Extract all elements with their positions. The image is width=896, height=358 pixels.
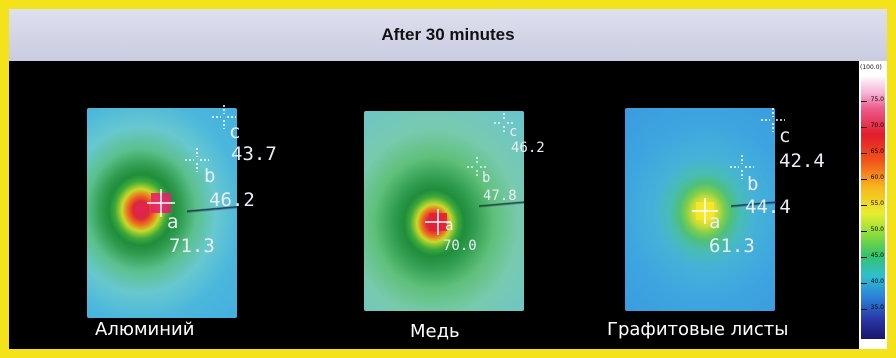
marker-a-label: a	[167, 211, 179, 233]
scale-tick-label: 50.0	[870, 226, 884, 233]
reading-b-aluminium: 46.2	[209, 189, 255, 211]
temperature-gradient: 75.0 70.0 65.0 60.0 55.0 50.0 45.0 40.0 …	[861, 77, 885, 339]
reading-c-graphite: 42.4	[779, 150, 825, 172]
marker-a-label: a	[445, 218, 454, 234]
crosshair-c-copper	[494, 113, 514, 133]
reading-c-aluminium: 43.7	[231, 143, 277, 165]
scale-tick	[861, 101, 867, 102]
temperature-scale: (100.0) 75.0 70.0 65.0 60.0 55.0 50.0 45…	[859, 61, 887, 349]
scale-tick	[861, 153, 867, 154]
reading-a-aluminium: 71.3	[169, 235, 215, 257]
scale-tick	[861, 283, 867, 284]
panel-label-copper: Медь	[410, 321, 460, 342]
reading-c-copper: 46.2	[511, 140, 545, 156]
crosshair-b-aluminium	[185, 148, 209, 172]
marker-b-label: b	[482, 170, 491, 186]
reading-b-copper: 47.8	[483, 188, 517, 204]
reading-b-graphite: 44.4	[745, 196, 791, 218]
scale-min-label: (-20.0)	[860, 340, 881, 347]
scale-tick-label: 70.0	[870, 122, 884, 129]
crosshair-c-graphite	[761, 108, 785, 132]
thermal-image-area: a 71.3 b 46.2 c 43.7 Алюминий a 70.0	[9, 61, 855, 349]
marker-c-label: c	[779, 125, 791, 147]
scale-tick-label: 65.0	[870, 148, 884, 155]
scale-tick	[861, 205, 867, 206]
reading-a-graphite: 61.3	[709, 235, 755, 257]
thermal-figure: After 30 minutes a 71.3 b 46.2 c 43.7	[9, 9, 887, 349]
crack-aluminium	[187, 201, 237, 219]
reading-a-copper: 70.0	[443, 238, 477, 254]
title-bar: After 30 minutes	[9, 9, 887, 61]
marker-c-label: c	[229, 121, 241, 143]
crosshair-a-aluminium	[147, 189, 175, 217]
crosshair-a-graphite	[692, 198, 718, 224]
marker-a-label: a	[709, 211, 721, 233]
scale-tick-label: 60.0	[870, 174, 884, 181]
scale-tick	[861, 231, 867, 232]
marker-b-label: b	[747, 173, 759, 195]
scale-max-label: (100.0)	[860, 64, 882, 71]
scale-tick-label: 35.0	[870, 304, 884, 311]
crosshair-c-aluminium	[212, 105, 236, 129]
marker-b-label: b	[204, 165, 216, 187]
scale-tick	[861, 257, 867, 258]
panel-label-graphite: Графитовые листы	[607, 319, 789, 340]
scale-tick-label: 75.0	[870, 96, 884, 103]
panel-label-aluminium: Алюминий	[95, 319, 195, 340]
crack-graphite	[731, 196, 776, 214]
scale-tick	[861, 127, 867, 128]
crosshair-b-copper	[467, 157, 487, 177]
crack-copper	[479, 196, 524, 214]
crosshair-b-graphite	[730, 155, 754, 179]
scale-tick	[861, 179, 867, 180]
crosshair-a-copper	[425, 209, 451, 235]
scale-tick-label: 55.0	[870, 200, 884, 207]
scale-tick-label: 40.0	[870, 278, 884, 285]
scale-tick-label: 45.0	[870, 252, 884, 259]
figure-title: After 30 minutes	[381, 25, 515, 44]
scale-tick	[861, 309, 867, 310]
marker-c-label: c	[509, 124, 518, 140]
